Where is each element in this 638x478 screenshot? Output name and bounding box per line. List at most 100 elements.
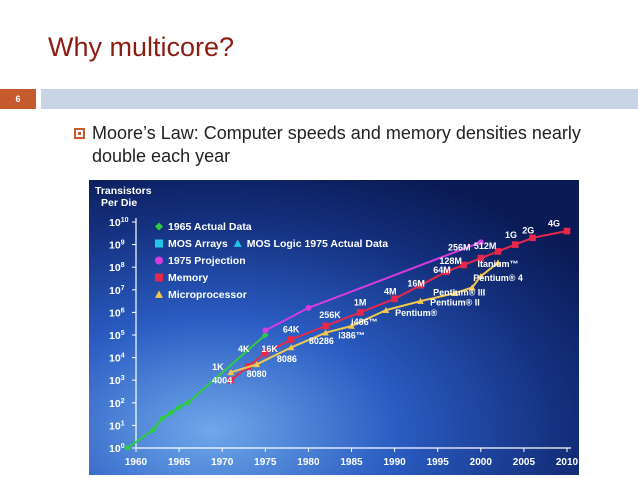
legend-label: MOS Arrays bbox=[168, 238, 228, 250]
x-tick-label: 1975 bbox=[254, 457, 277, 468]
x-tick-label: 1970 bbox=[211, 457, 234, 468]
data-label: 256K bbox=[319, 310, 341, 320]
data-point bbox=[253, 361, 260, 368]
data-point bbox=[227, 376, 235, 384]
slide-number: 6 bbox=[0, 89, 36, 109]
data-point bbox=[391, 295, 398, 303]
header-rule: 6 bbox=[0, 89, 638, 109]
data-label: Pentium® 4 bbox=[473, 273, 523, 283]
data-point bbox=[477, 272, 485, 280]
data-point bbox=[262, 327, 269, 334]
data-label: Pentium® III bbox=[433, 287, 485, 297]
data-label: 4004 bbox=[212, 376, 232, 386]
legend-label: Microprocessor bbox=[168, 289, 247, 301]
y-tick-label: 108 bbox=[109, 262, 125, 274]
data-point bbox=[348, 322, 355, 329]
y-tick-label: 106 bbox=[109, 307, 125, 319]
legend-marker bbox=[155, 290, 163, 298]
data-point bbox=[511, 241, 519, 248]
legend-marker bbox=[155, 256, 163, 265]
moores-law-chart: Transistors Per Die 100 101 102 103 104 105 106… bbox=[89, 180, 579, 475]
data-point bbox=[417, 281, 424, 289]
data-label: 16M bbox=[407, 278, 425, 288]
bullet-item: Moore’s Law: Computer speeds and memory … bbox=[74, 122, 594, 168]
legend-marker bbox=[233, 239, 242, 247]
legend-marker bbox=[155, 222, 163, 231]
data-label: 512M bbox=[474, 241, 497, 251]
data-label: 80286 bbox=[309, 336, 334, 346]
data-label: 16K bbox=[261, 344, 278, 354]
data-point bbox=[262, 349, 269, 357]
x-tick-label: 1980 bbox=[297, 457, 320, 468]
y-tick-label: 100 bbox=[109, 443, 125, 455]
data-label: i486™ bbox=[351, 317, 378, 327]
x-tick-label: 2010 bbox=[556, 457, 579, 468]
data-point bbox=[494, 259, 502, 266]
data-label: 4K bbox=[238, 344, 250, 354]
x-tick-label: 1985 bbox=[340, 457, 363, 468]
data-point bbox=[468, 284, 476, 291]
data-point bbox=[184, 399, 192, 407]
legend-marker bbox=[155, 239, 163, 248]
slide-title: Why multicore? bbox=[48, 32, 235, 62]
y-tick-label: 1010 bbox=[109, 217, 129, 229]
data-point bbox=[477, 254, 485, 262]
legend-label: Memory bbox=[168, 272, 208, 284]
data-point bbox=[529, 234, 536, 242]
data-label: 8080 bbox=[247, 369, 267, 379]
y-axis-label: Per Die bbox=[101, 197, 137, 209]
data-point bbox=[305, 304, 312, 311]
data-point bbox=[287, 344, 295, 351]
data-point bbox=[460, 261, 467, 269]
x-tick-label: 2000 bbox=[470, 457, 493, 468]
y-tick-label: 105 bbox=[109, 330, 125, 342]
data-point bbox=[417, 297, 424, 304]
y-axis-label: Transistors bbox=[95, 185, 152, 197]
data-point bbox=[149, 426, 157, 434]
data-label: 1M bbox=[354, 298, 367, 308]
legend-label: 1975 Projection bbox=[168, 255, 246, 267]
data-label: 4G bbox=[548, 219, 560, 229]
data-point bbox=[287, 336, 295, 343]
y-tick-label: 107 bbox=[109, 285, 125, 297]
data-point bbox=[443, 268, 450, 276]
y-tick-label: 104 bbox=[109, 353, 125, 365]
data-label: Pentium® bbox=[395, 308, 438, 318]
x-tick-label: 1965 bbox=[168, 457, 191, 468]
x-tick-label: 1960 bbox=[125, 457, 148, 468]
data-point bbox=[494, 248, 502, 255]
data-label: 256M bbox=[448, 242, 471, 252]
data-label: Pentium® II bbox=[430, 298, 480, 308]
data-point bbox=[451, 289, 459, 296]
data-label: Itanium™ bbox=[478, 259, 519, 269]
x-tick-label: 2005 bbox=[513, 457, 536, 468]
data-point bbox=[477, 239, 484, 246]
data-point bbox=[563, 227, 571, 235]
bullet-text: Moore’s Law: Computer speeds and memory … bbox=[92, 123, 581, 166]
legend-marker bbox=[155, 273, 163, 282]
y-tick-label: 101 bbox=[109, 420, 125, 432]
data-label: 1G bbox=[505, 230, 517, 240]
data-point bbox=[356, 309, 364, 316]
x-tick-label: 1995 bbox=[427, 457, 450, 468]
square-bullet-icon bbox=[74, 128, 85, 139]
data-label: i386™ bbox=[338, 330, 365, 340]
data-label: 8086 bbox=[277, 354, 297, 364]
data-label: 64K bbox=[283, 325, 300, 335]
legend-label: 1965 Actual Data bbox=[168, 221, 252, 233]
y-tick-label: 102 bbox=[109, 398, 125, 410]
data-label: 4M bbox=[384, 286, 397, 296]
data-label: 1K bbox=[212, 362, 224, 372]
data-point bbox=[124, 444, 131, 452]
data-label: 2G bbox=[522, 225, 534, 235]
data-point bbox=[227, 368, 235, 376]
x-tick-label: 1990 bbox=[383, 457, 406, 468]
header-bar bbox=[41, 89, 638, 109]
y-tick-label: 103 bbox=[109, 375, 125, 387]
data-label: 128M bbox=[439, 256, 462, 266]
y-tick-label: 109 bbox=[109, 240, 125, 252]
data-label: 64M bbox=[433, 265, 451, 275]
data-point bbox=[322, 329, 329, 336]
data-point bbox=[167, 409, 174, 417]
